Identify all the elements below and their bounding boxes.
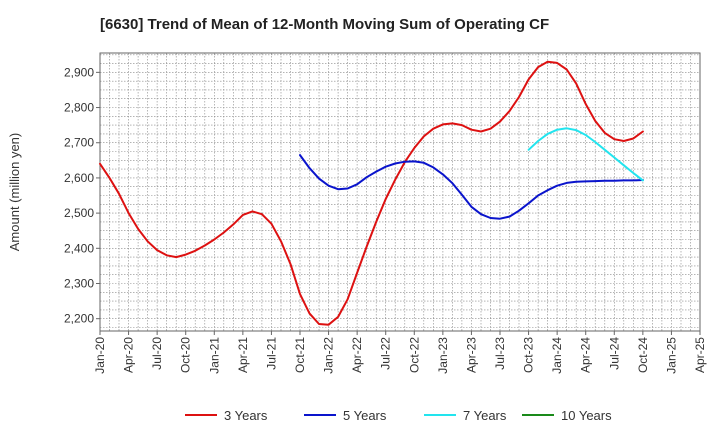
y-tick-label: 2,200 <box>64 312 94 326</box>
y-axis: 2,200 2,300 2,400 2,500 2,600 2,700 2,800 2,900 <box>64 65 100 326</box>
x-axis: Jan-20 Apr-20 Jul-20 Oct-20 Jan-21 Apr-21 Jul-… <box>93 331 707 374</box>
x-tick-label: Jan-23 <box>436 337 450 374</box>
x-tick-label: Apr-21 <box>236 337 250 373</box>
x-tick-label: Jul-24 <box>607 337 621 370</box>
x-tick-label: Apr-25 <box>693 337 707 373</box>
series-line-5-years <box>299 154 644 220</box>
x-tick-label: Jan-24 <box>550 337 564 374</box>
x-tick-label: Jan-21 <box>207 337 221 374</box>
series-line-7-years <box>527 127 644 182</box>
x-tick-label: Jul-22 <box>379 337 393 370</box>
x-tick-label: Jan-22 <box>322 337 336 374</box>
x-tick-label: Jul-23 <box>493 337 507 370</box>
x-tick-label: Oct-23 <box>522 337 536 373</box>
series-line-3-years <box>99 60 644 326</box>
x-tick-label: Oct-21 <box>293 337 307 373</box>
legend-label: 3 Years <box>224 408 268 423</box>
legend-label: 10 Years <box>561 408 612 423</box>
x-tick-label: Apr-24 <box>579 337 593 373</box>
x-tick-label: Apr-22 <box>350 337 364 373</box>
x-tick-label: Jul-20 <box>150 337 164 370</box>
x-tick-label: Jan-20 <box>93 337 107 374</box>
y-tick-label: 2,500 <box>64 206 94 220</box>
x-tick-label: Apr-20 <box>122 337 136 373</box>
x-tick-label: Oct-24 <box>636 337 650 373</box>
legend: 3 Years 5 Years 7 Years 10 Years <box>185 408 612 423</box>
series-lines <box>99 60 644 326</box>
x-tick-label: Oct-22 <box>407 337 421 373</box>
y-tick-label: 2,900 <box>64 65 94 79</box>
legend-label: 5 Years <box>343 408 387 423</box>
y-axis-label: Amount (million yen) <box>7 133 22 252</box>
y-tick-label: 2,600 <box>64 171 94 185</box>
y-tick-label: 2,300 <box>64 276 94 290</box>
grid <box>100 53 700 331</box>
plot-frame <box>99 52 701 332</box>
y-tick-label: 2,700 <box>64 136 94 150</box>
x-tick-label: Jul-21 <box>264 337 278 370</box>
y-tick-label: 2,400 <box>64 241 94 255</box>
y-tick-label: 2,800 <box>64 101 94 115</box>
chart-title: [6630] Trend of Mean of 12-Month Moving … <box>100 16 549 33</box>
x-tick-label: Apr-23 <box>464 337 478 373</box>
x-tick-label: Oct-20 <box>179 337 193 373</box>
x-tick-label: Jan-25 <box>664 337 678 374</box>
legend-label: 7 Years <box>463 408 507 423</box>
